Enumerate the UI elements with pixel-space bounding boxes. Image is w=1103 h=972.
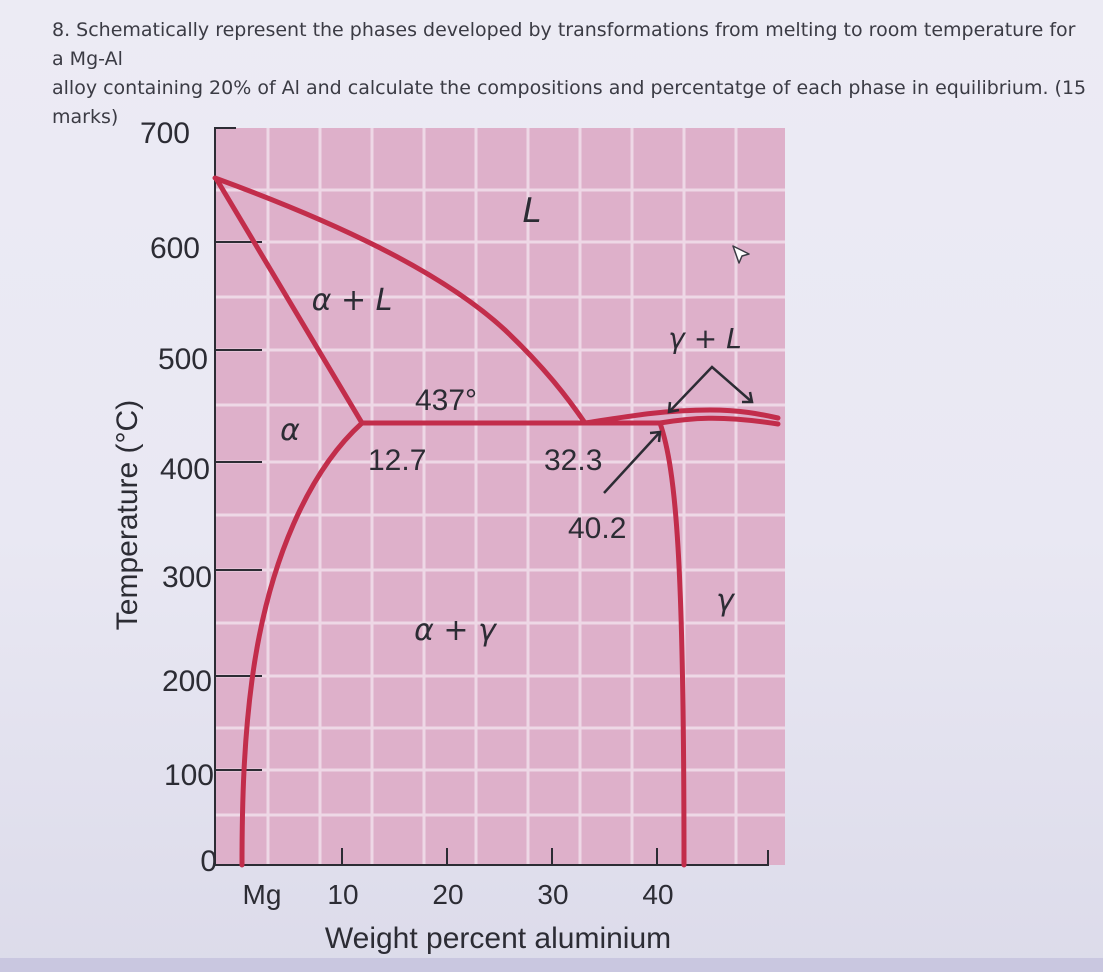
solvus-line-alpha [239,420,365,868]
x-tick-label: 10 [327,879,358,910]
x-axis-line [215,850,769,866]
y-tick-label: 300 [162,561,212,594]
x-tick-label: 20 [432,879,463,910]
gamma-l-arrows [668,365,753,413]
y-tick-label: 200 [162,665,212,698]
mouse-pointer-icon [732,245,750,264]
x-tick-label: 30 [537,879,568,910]
x-tick-label: Mg [243,879,282,910]
plot-background [215,128,785,865]
question-line-1: 8. Schematically represent the phases de… [52,19,1076,70]
gamma-eutectic-composition-label: 40.2 [568,512,626,545]
phase-label-liquid: L [523,191,542,231]
y-tick-label: 400 [160,453,210,486]
annotation-arrows [603,365,754,494]
x-tick-marks [341,848,658,865]
grid [215,128,785,865]
question-line-2: alloy containing 20% of Al and calculate… [52,77,1087,128]
y-tick-label: 600 [150,232,200,265]
phase-label-alpha-plus-gamma: α + γ [414,613,498,648]
alpha-eutectic-composition-label: 12.7 [368,444,426,477]
solidus-line-gamma [657,415,781,427]
gamma-l-arrow-head-right [742,391,754,404]
arrow-40-2-head [649,430,662,443]
phase-label-gamma: γ [716,583,736,618]
y-axis-title: Temperature (°C) [111,400,144,630]
phase-boundaries [212,175,781,868]
question-text: 8. Schematically represent the phases de… [52,16,1092,132]
liquidus-line-gamma-side [582,407,781,426]
arrow-40-2 [603,431,661,494]
gamma-l-arrow-head-left [667,401,680,414]
eutectic-temperature-label: 437° [415,384,477,417]
solvus-line-gamma [657,420,687,868]
phase-label-alpha-plus-liquid: α + L [312,283,393,318]
y-tick-label: 0 [200,845,217,878]
solidus-line-alpha [214,177,365,426]
screen-edge [0,958,1103,972]
x-tick-label: 40 [642,879,673,910]
liquidus-line-mg-side [212,175,588,426]
y-tick-label: 700 [140,117,190,150]
y-tick-label: 500 [158,343,208,376]
phase-label-gamma-plus-liquid: γ + L [668,322,741,355]
phase-label-alpha: α [280,413,300,448]
y-tick-label: 100 [164,759,214,792]
x-axis-title: Weight percent aluminium [325,922,671,955]
eutectic-composition-label: 32.3 [544,444,602,477]
